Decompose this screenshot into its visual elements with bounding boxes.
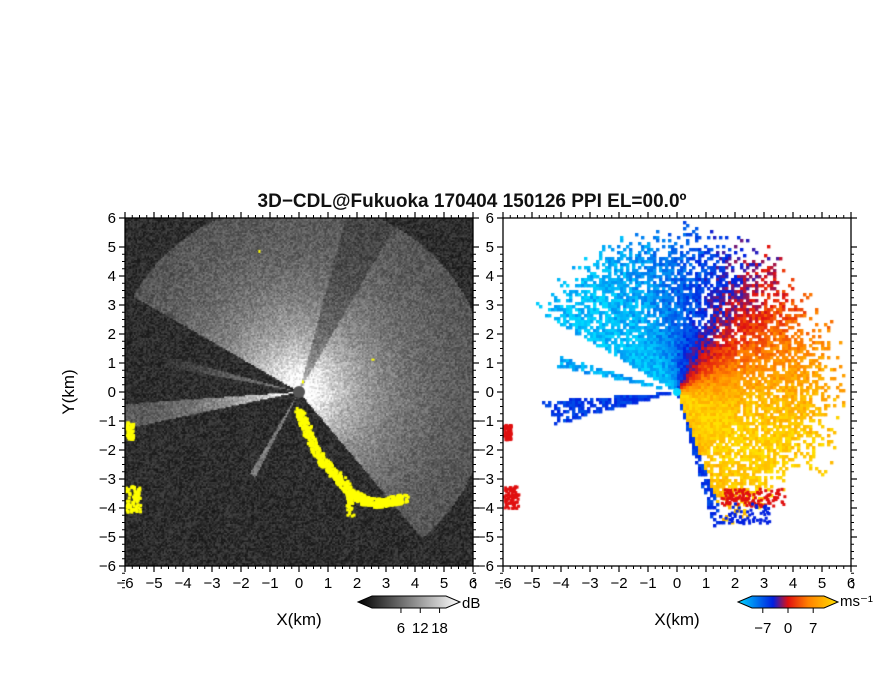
reflectivity-y-tick-label: −6: [99, 558, 116, 575]
reflectivity-x-tick-label: −1: [261, 575, 278, 592]
reflectivity-x-tick-label: −6: [116, 575, 133, 592]
velocity-tick-marks: [497, 212, 857, 589]
reflectivity-x-tick-label: 0: [295, 575, 303, 592]
reflectivity-colorbar-tick-label: 6: [397, 620, 405, 637]
reflectivity-y-tick-label: 2: [108, 326, 116, 343]
velocity-x-tick-labels: −6 −5 −4 −3 −2 −1 0 1 2 3 4 5 6: [494, 575, 855, 592]
velocity-y-tick-label: −3: [477, 471, 494, 488]
velocity-x-tick-label: 0: [673, 575, 681, 592]
velocity-x-tick-label: −2: [610, 575, 627, 592]
y-axis-label: Y(km): [59, 369, 78, 414]
reflectivity-x-axis-label: X(km): [276, 610, 321, 629]
reflectivity-colorbar-unit: dB: [462, 595, 480, 612]
reflectivity-y-tick-label: 6: [108, 210, 116, 227]
reflectivity-y-tick-label: 5: [108, 239, 116, 256]
chart-title: 3D−CDL@Fukuoka 170404 150126 PPI EL=00.0…: [258, 191, 687, 212]
velocity-colorbar-tick-label: −7: [754, 620, 771, 637]
velocity-y-tick-label: 3: [486, 297, 494, 314]
velocity-colorbar-unit: ms⁻¹: [840, 593, 873, 610]
reflectivity-x-tick-label: −2: [232, 575, 249, 592]
velocity-y-tick-label: −4: [477, 500, 494, 517]
velocity-panel: −6 −5 −4 −3 −2 −1 0 1 2 3 4 5 6 6543210−1−2−3−4−5−6 …: [477, 210, 857, 629]
velocity-y-tick-label: 5: [486, 239, 494, 256]
velocity-colorbar-tick-label: 7: [809, 620, 817, 637]
reflectivity-y-tick-label: −5: [99, 529, 116, 546]
velocity-x-tick-label: 3: [760, 575, 768, 592]
reflectivity-y-tick-label: −2: [99, 442, 116, 459]
velocity-x-tick-label: −5: [523, 575, 540, 592]
velocity-y-tick-label: −2: [477, 442, 494, 459]
velocity-y-tick-label: −5: [477, 529, 494, 546]
velocity-x-tick-label: 4: [789, 575, 797, 592]
reflectivity-y-tick-label: −3: [99, 471, 116, 488]
reflectivity-colorbar-tick-label: 18: [431, 620, 448, 637]
reflectivity-y-tick-label: 0: [108, 384, 116, 401]
reflectivity-field: [125, 218, 473, 566]
reflectivity-x-tick-label: 1: [324, 575, 332, 592]
reflectivity-y-tick-label: −1: [99, 413, 116, 430]
velocity-y-tick-label: 1: [486, 355, 494, 372]
velocity-y-tick-label: 4: [486, 268, 494, 285]
velocity-y-tick-labels: 6 5 4 3 2 1 0 −1 −2 −3 −4 −5 −6: [477, 210, 494, 575]
velocity-y-tick-label: −1: [477, 413, 494, 430]
reflectivity-panel: −6 −5 −4 −3 −2 −1 0 1 2 3 4 5 6 6543210−1−2−3−4−5−6 …: [59, 210, 479, 629]
reflectivity-x-tick-labels: −6 −5 −4 −3 −2 −1 0 1 2 3 4 5 6: [116, 575, 477, 592]
velocity-x-tick-label: −4: [552, 575, 569, 592]
reflectivity-tick-marks: [119, 212, 479, 589]
velocity-colorbar-ticks: −7 0 7: [754, 608, 817, 637]
velocity-y-tick-label: 6: [486, 210, 494, 227]
reflectivity-colorbar-tick-label: 12: [412, 620, 429, 637]
reflectivity-y-tick-label: 4: [108, 268, 116, 285]
velocity-x-tick-label: 2: [731, 575, 739, 592]
reflectivity-y-tick-label: 3: [108, 297, 116, 314]
reflectivity-x-tick-label: 4: [411, 575, 419, 592]
velocity-x-tick-label: −6: [494, 575, 511, 592]
reflectivity-y-tick-labels: 6 5 4 3 2 1 0 −1 −2 −3 −4 −5 −6: [99, 210, 116, 575]
reflectivity-colorbar-bar: [356, 595, 462, 609]
velocity-x-tick-label: 1: [702, 575, 710, 592]
reflectivity-x-tick-label: −3: [203, 575, 220, 592]
velocity-colorbar: −7 0 7 ms⁻¹: [736, 593, 873, 637]
velocity-colorbar-bar: [736, 595, 840, 609]
velocity-y-tick-label: 2: [486, 326, 494, 343]
velocity-field: [503, 218, 851, 566]
reflectivity-y-tick-label: −4: [99, 500, 116, 517]
velocity-x-tick-label: 6: [847, 575, 855, 592]
reflectivity-colorbar: 6 12 18 dB: [356, 595, 480, 637]
velocity-y-tick-label: 0: [486, 384, 494, 401]
velocity-y-tick-label: −6: [477, 558, 494, 575]
reflectivity-x-tick-label: −4: [174, 575, 191, 592]
velocity-x-axis-label: X(km): [654, 610, 699, 629]
velocity-x-tick-label: −1: [639, 575, 656, 592]
velocity-x-tick-label: 5: [818, 575, 826, 592]
reflectivity-x-tick-label: 2: [353, 575, 361, 592]
reflectivity-x-tick-label: 6: [469, 575, 477, 592]
reflectivity-colorbar-ticks: 6 12 18: [397, 608, 448, 637]
reflectivity-x-tick-label: 5: [440, 575, 448, 592]
reflectivity-x-tick-label: 3: [382, 575, 390, 592]
reflectivity-x-tick-label: −5: [145, 575, 162, 592]
velocity-x-tick-label: −3: [581, 575, 598, 592]
velocity-colorbar-tick-label: 0: [784, 620, 792, 637]
reflectivity-y-tick-label: 1: [108, 355, 116, 372]
